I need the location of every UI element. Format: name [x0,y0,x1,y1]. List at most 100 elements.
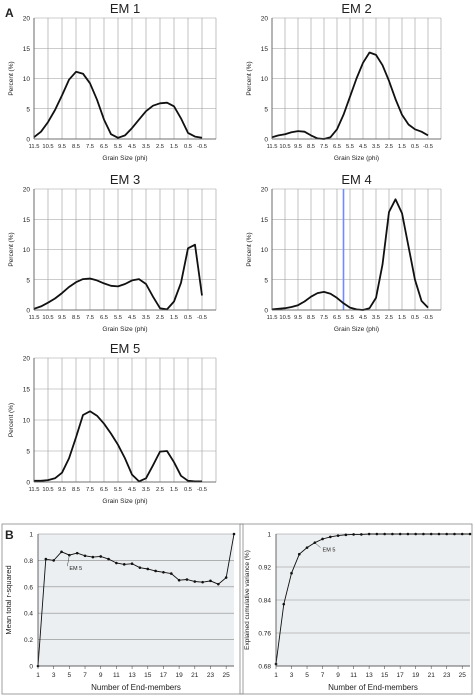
x-tick-label: 4.5 [359,315,367,321]
x-tick-label: 10.5 [42,487,53,493]
annotation-label: EM 5 [69,566,82,572]
x-tick-label: -0.5 [423,315,433,321]
panel-frame [1,523,244,695]
x-tick-label: 5.5 [114,315,122,321]
x-tick-label: 1.5 [398,144,406,150]
x-tick-label: 23 [207,672,215,679]
x-tick-label: 11.5 [29,144,40,150]
y-tick-label: 1 [29,532,33,539]
y-tick-label: 10 [23,418,31,425]
data-point [177,578,181,582]
y-tick-label: 10 [261,76,269,83]
data-point [367,532,371,536]
y-tick-label: 15 [261,217,269,224]
x-tick-label: 7.5 [320,315,328,321]
x-tick-label: 1.5 [170,144,178,150]
x-tick-label: 9.5 [294,315,302,321]
x-tick-label: 3.5 [142,315,150,321]
y-tick-label: 0.2 [24,637,33,644]
data-point [44,557,48,561]
data-point [169,572,173,575]
x-tick-label: 5.5 [114,487,122,493]
x-tick-label: 3.5 [142,487,150,493]
y-axis-label: Percent (%) [246,232,253,266]
y-tick-label: 15 [23,46,31,53]
y-tick-label: 20 [23,187,31,194]
x-tick-label: 1.5 [170,315,178,321]
x-tick-label: 8.5 [72,487,80,493]
x-tick-label: 2.5 [156,315,164,321]
em-chart: EM 2 0 5 10 15 20 11.5 10.5 9.5 8.5 7.5 6.5 5.5 4.5 3.… [246,1,442,162]
x-tick-label: 2.5 [385,144,393,150]
y-tick-label: 20 [23,16,31,23]
chart-title: EM 4 [341,172,371,187]
x-axis-label: Grain Size (phi) [102,498,147,505]
y-tick-label: 5 [26,106,30,113]
y-tick-label: 0 [26,137,30,144]
panel-label-b: B [5,528,14,542]
data-point [209,579,212,583]
series-line [33,70,203,139]
y-tick-label: 0.92 [258,565,271,572]
x-tick-label: 23 [443,672,451,679]
y-axis-label: Percent (%) [8,232,15,266]
data-point [138,566,142,569]
data-point [75,551,79,555]
x-tick-label: 11 [350,672,357,679]
x-tick-label: 0.5 [411,144,419,150]
y-tick-label: 10 [23,76,31,83]
data-point [297,552,301,556]
data-point [91,555,95,559]
data-point [375,532,379,536]
data-point [321,537,324,541]
x-tick-label: 11.5 [267,144,278,150]
y-tick-label: 5 [264,106,268,113]
annotation-label: EM 5 [323,548,336,554]
chart-title: EM 3 [110,172,140,187]
y-tick-label: 0.76 [258,631,271,638]
data-point [290,571,293,575]
y-axis-label: Percent (%) [8,403,15,437]
data-point [146,567,150,571]
data-point [398,532,402,536]
series-line [33,243,203,311]
chart-title: EM 5 [110,341,140,356]
chart-title: EM 1 [110,1,140,16]
annotation-leader [314,542,321,548]
x-tick-label: 8.5 [72,315,80,321]
plot-background [38,534,234,666]
y-tick-label: 1 [267,532,271,539]
panel-frame [239,523,473,695]
x-tick-label: 10.5 [279,144,290,150]
x-tick-label: 7.5 [86,144,94,150]
data-point [107,557,110,561]
em-chart: EM 3 0 5 10 15 20 11.5 10.5 9.5 8.5 7.5 6.5 5.5 4.5 3.… [8,172,217,333]
y-tick-label: 10 [261,247,269,254]
x-tick-label: 9.5 [58,144,66,150]
x-tick-label: 7.5 [320,144,328,150]
x-tick-label: 11 [113,672,120,679]
x-tick-label: 7 [83,672,87,679]
y-tick-label: 5 [26,449,30,456]
series-line [34,410,202,483]
data-point [391,532,394,536]
data-point [282,602,286,606]
y-tick-label: 15 [261,46,269,53]
x-tick-label: 9 [336,672,340,679]
x-tick-label: 5 [68,672,72,679]
x-tick-label: 4.5 [359,144,367,150]
x-tick-label: 25 [459,672,467,679]
x-tick-label: 1 [36,672,40,679]
x-tick-label: 3 [290,672,294,679]
x-tick-label: 2.5 [156,144,164,150]
x-tick-label: 3 [52,672,56,679]
data-point [99,555,103,558]
series-line [271,198,429,311]
x-tick-label: 6.5 [100,487,108,493]
data-point [360,533,363,536]
x-tick-label: -0.5 [423,144,433,150]
data-point [406,532,410,536]
x-tick-label: 9.5 [58,315,66,321]
x-axis-label: Number of End-members [328,683,418,692]
